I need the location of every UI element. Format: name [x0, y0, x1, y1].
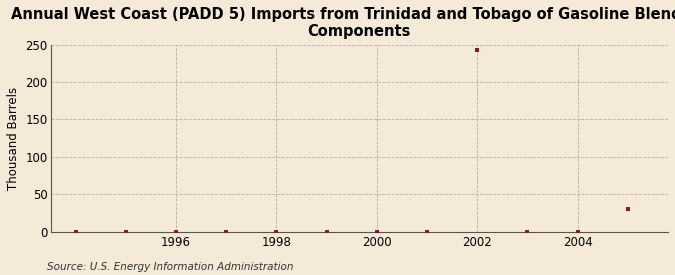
Text: Source: U.S. Energy Information Administration: Source: U.S. Energy Information Administ…: [47, 262, 294, 272]
Title: Annual West Coast (PADD 5) Imports from Trinidad and Tobago of Gasoline Blending: Annual West Coast (PADD 5) Imports from …: [11, 7, 675, 39]
Y-axis label: Thousand Barrels: Thousand Barrels: [7, 87, 20, 190]
